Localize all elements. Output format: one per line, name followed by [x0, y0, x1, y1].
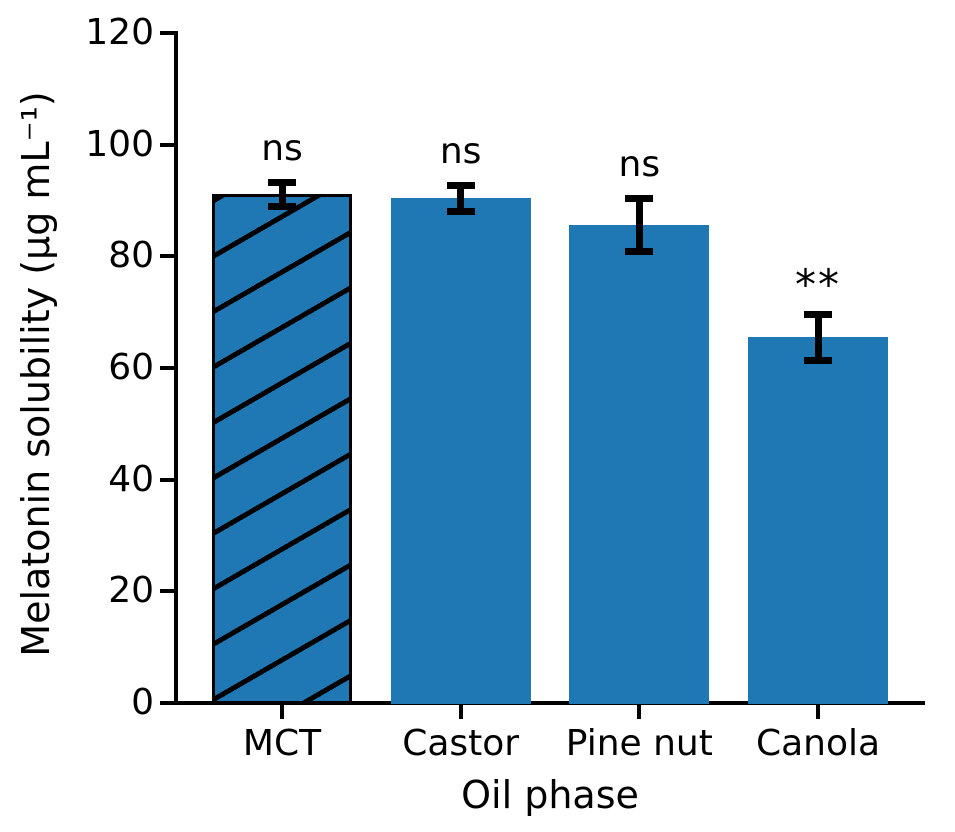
x-tick [458, 705, 463, 719]
y-tick-label: 40 [108, 458, 154, 500]
y-tick [160, 31, 174, 35]
y-tick-label: 0 [131, 682, 154, 723]
error-bar-top-cap-castor [446, 181, 475, 189]
y-tick [160, 477, 174, 482]
error-bar-castor [457, 185, 465, 212]
significance-label-canola: ** [795, 260, 841, 310]
y-tick [160, 254, 174, 259]
y-tick [160, 366, 174, 370]
error-bar-mct [278, 182, 286, 207]
y-tick [160, 589, 174, 594]
x-tick [816, 705, 820, 719]
y-tick-label: 100 [85, 123, 154, 165]
y-tick-label: 60 [108, 347, 154, 388]
error-bar-bottom-cap-pine-nut [625, 248, 654, 256]
x-tick [637, 705, 642, 719]
x-axis-spine [174, 701, 925, 705]
y-tick-label: 20 [108, 570, 154, 612]
error-bar-bottom-cap-mct [268, 203, 296, 211]
error-bar-top-cap-mct [268, 178, 296, 186]
y-tick [160, 701, 174, 705]
x-tick-label-castor: Castor [402, 723, 520, 764]
bar-canola [748, 337, 888, 704]
error-bar-bottom-cap-castor [446, 207, 475, 215]
x-tick-label-mct: MCT [242, 723, 322, 764]
y-tick-label: 80 [108, 235, 154, 277]
y-axis-spine [174, 31, 178, 705]
x-axis-title: Oil phase [461, 773, 639, 817]
x-tick-label-pine-nut: Pine nut [565, 723, 713, 764]
error-bar-top-cap-pine-nut [625, 194, 654, 202]
significance-label-castor: ns [439, 131, 482, 173]
x-tick [280, 705, 284, 719]
error-bar-canola [814, 314, 822, 361]
error-bar-bottom-cap-canola [804, 356, 832, 364]
significance-label-pine-nut: ns [618, 144, 661, 186]
bar-pine-nut [569, 225, 710, 704]
x-tick-label-canola: Canola [755, 723, 881, 764]
significance-label-mct: ns [261, 128, 303, 170]
error-bar-top-cap-canola [804, 310, 832, 318]
error-bar-pine-nut [635, 198, 643, 252]
y-tick-label: 120 [85, 12, 154, 53]
bar-mct [212, 194, 352, 704]
y-axis-title: Melatonin solubility (µg mL⁻¹) [14, 91, 58, 657]
bar-castor [390, 198, 531, 704]
y-tick [160, 142, 174, 147]
